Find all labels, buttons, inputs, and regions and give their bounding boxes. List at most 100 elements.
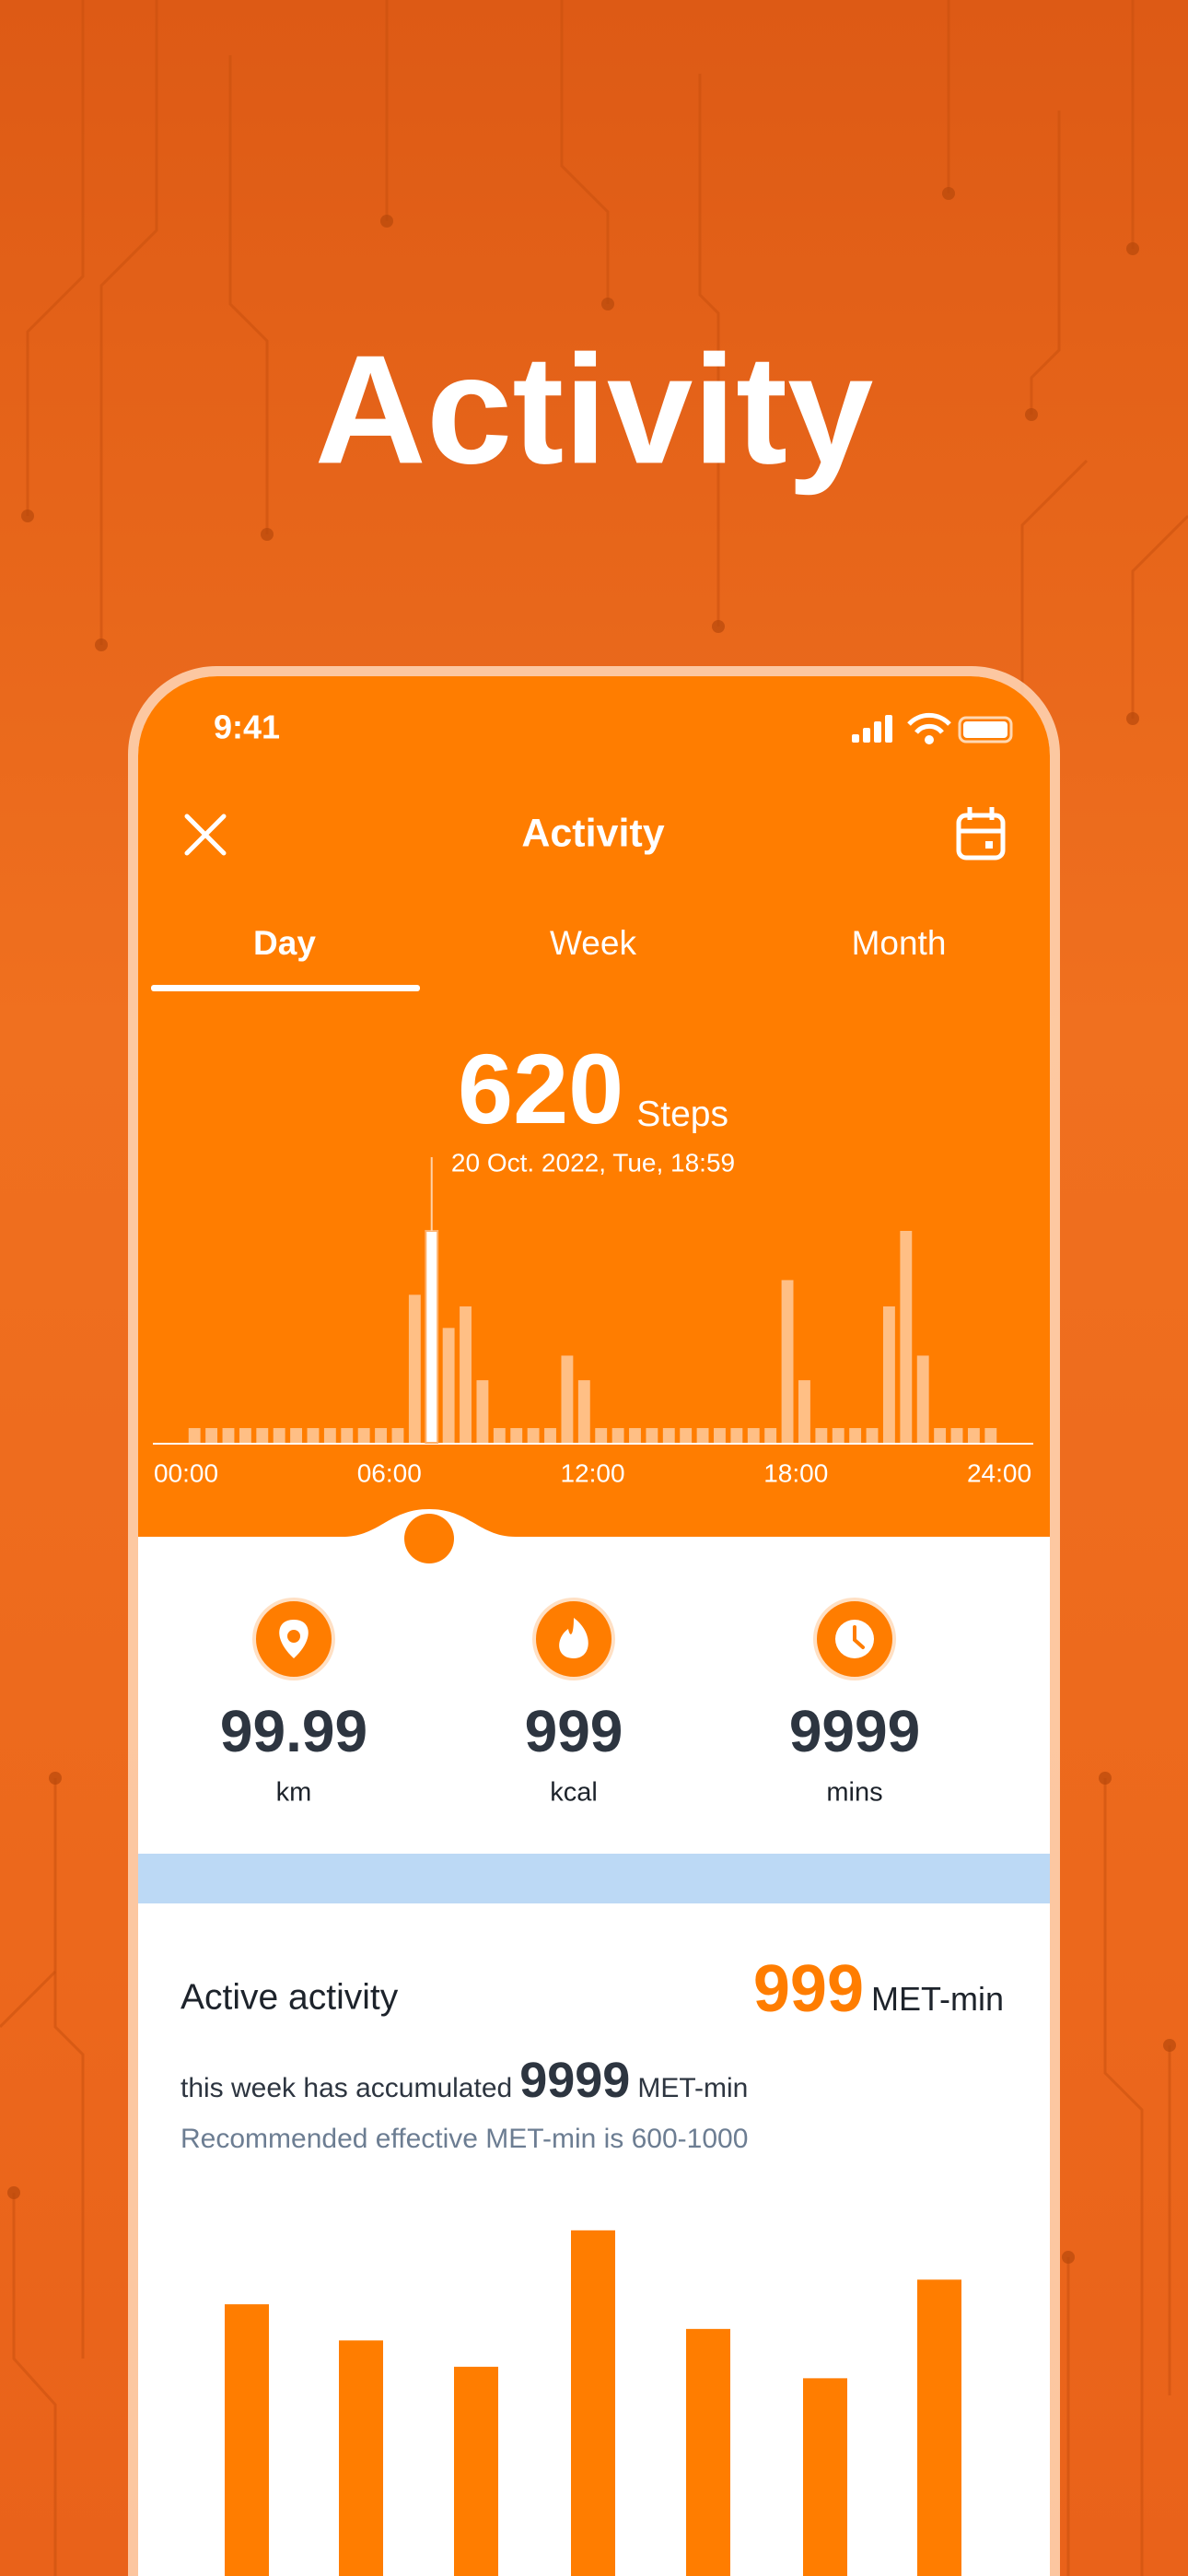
active-unit: MET-min <box>871 1980 1004 2018</box>
bar <box>527 1428 540 1443</box>
bar <box>984 1428 997 1443</box>
banner <box>138 1854 1050 1903</box>
bar <box>747 1428 760 1443</box>
x-tick-label: 00:00 <box>154 1458 218 1487</box>
bar <box>916 1355 929 1443</box>
week-prefix: this week has accumulated <box>181 2073 512 2103</box>
stat-icon-hole <box>287 1630 300 1643</box>
stat-value: 999 <box>525 1698 623 1764</box>
bar <box>256 1428 269 1443</box>
status-icons <box>852 712 1013 744</box>
steps-reading: 620 Steps <box>458 1033 728 1144</box>
stat-unit: km <box>276 1778 312 1808</box>
bar <box>686 2328 730 2576</box>
bar <box>882 1306 895 1443</box>
bar <box>375 1428 387 1443</box>
bar <box>222 1428 235 1443</box>
bar <box>714 1428 726 1443</box>
bar <box>460 1306 472 1443</box>
bar <box>696 1428 709 1443</box>
chart-subtitle: 20 Oct. 2022, Tue, 18:59 <box>451 1148 735 1177</box>
bar <box>290 1428 303 1443</box>
orange-panel <box>138 676 1050 1537</box>
stats: 99.99 km 999 kcal 9999 mins <box>220 1598 920 1808</box>
bar <box>205 1428 218 1443</box>
bar <box>849 1428 862 1443</box>
section-title: Active activity <box>181 1977 399 2017</box>
bar <box>510 1428 523 1443</box>
phone-screen: 9:41 Activity Day Week Month 620 Steps 20… <box>138 676 1050 2576</box>
bar <box>307 1428 320 1443</box>
tab-indicator <box>151 985 420 991</box>
bar <box>454 2366 498 2576</box>
bar <box>798 1380 810 1443</box>
week-value: 9999 <box>519 2053 630 2108</box>
stat-value: 9999 <box>789 1698 920 1764</box>
bar <box>595 1428 608 1443</box>
bar <box>629 1428 641 1443</box>
bar <box>442 1328 455 1443</box>
bar <box>357 1428 370 1443</box>
x-tick-label: 18:00 <box>763 1458 828 1487</box>
bar <box>391 1428 404 1443</box>
week-unit: MET-min <box>637 2073 748 2103</box>
close-button[interactable] <box>184 814 227 856</box>
calendar-button[interactable] <box>956 807 1006 861</box>
active-total: 999 MET-min <box>753 1952 1004 2026</box>
bar <box>611 1428 624 1443</box>
bar <box>764 1428 777 1443</box>
bar <box>781 1280 794 1443</box>
selection-dot <box>404 1514 454 1563</box>
stat-value: 99.99 <box>220 1698 367 1764</box>
bar <box>273 1428 285 1443</box>
x-tick-label: 12:00 <box>560 1458 624 1487</box>
steps-value: 620 <box>458 1033 623 1144</box>
bar <box>323 1428 336 1443</box>
active-value: 999 <box>753 1952 864 2026</box>
bar <box>866 1428 879 1443</box>
bar <box>934 1428 947 1443</box>
screen-title: Activity <box>521 811 664 855</box>
stat-icon-hand <box>853 1625 865 1649</box>
bar <box>900 1231 913 1443</box>
x-tick-label: 06:00 <box>357 1458 422 1487</box>
bar <box>225 2304 269 2576</box>
bar <box>544 1428 556 1443</box>
bar <box>646 1428 658 1443</box>
stat-icon <box>559 1618 588 1658</box>
bar <box>680 1428 693 1443</box>
tab[interactable]: Day <box>253 924 316 962</box>
bar <box>917 2279 961 2576</box>
bar <box>425 1230 439 1444</box>
bar <box>493 1428 506 1443</box>
headline: Activity <box>315 322 874 496</box>
bar <box>815 1428 828 1443</box>
x-tick-label: 24:00 <box>967 1458 1031 1487</box>
recommendation: Recommended effective MET-min is 600-100… <box>181 2124 748 2154</box>
bar <box>832 1428 844 1443</box>
bar <box>188 1428 201 1443</box>
week-chart <box>225 2230 961 2576</box>
tab[interactable]: Week <box>550 924 636 962</box>
bar <box>950 1428 963 1443</box>
bar <box>662 1428 675 1443</box>
bar <box>408 1294 421 1443</box>
status-time: 9:41 <box>214 708 280 746</box>
stat-unit: mins <box>826 1778 882 1808</box>
bar <box>476 1380 489 1443</box>
week-summary: this week has accumulated 9999 MET-min <box>181 2053 748 2108</box>
steps-chart: 00:00 06:00 12:00 18:00 24:00 <box>154 1157 1031 1487</box>
bar <box>341 1428 354 1443</box>
bar <box>967 1428 980 1443</box>
bar <box>803 2378 847 2576</box>
bar <box>239 1428 251 1443</box>
stat-unit: kcal <box>550 1778 598 1808</box>
steps-unit: Steps <box>636 1095 728 1134</box>
bar <box>571 2230 615 2576</box>
bar <box>577 1380 590 1443</box>
bar <box>561 1355 574 1443</box>
bar <box>730 1428 743 1443</box>
tab[interactable]: Month <box>852 924 947 962</box>
